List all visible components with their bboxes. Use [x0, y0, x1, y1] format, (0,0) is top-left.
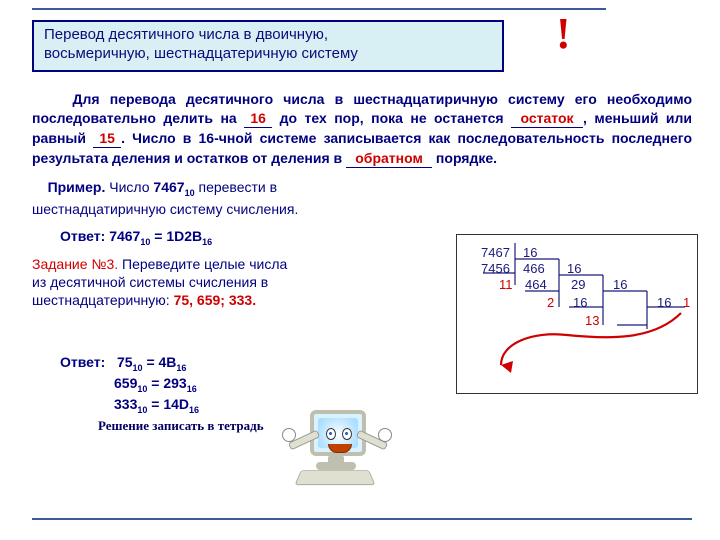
diagram-number: 29 — [571, 277, 585, 292]
answer-eq: = 1D2B — [150, 228, 202, 244]
diagram-number: 7467 — [481, 245, 510, 260]
notebook-note: Решение записать в тетрадь — [98, 418, 692, 434]
diagram-number: 13 — [585, 313, 599, 328]
example-sub: 10 — [185, 188, 195, 198]
ans-0-rhs: = 4B — [143, 354, 177, 370]
fill-1: 16 — [250, 110, 266, 126]
ans-2-rhs: = 14D — [147, 396, 189, 412]
answers-label: Ответ: — [60, 354, 105, 370]
title-box: Перевод десятичного числа в двоичную, во… — [32, 20, 504, 72]
fill-2: остаток — [520, 110, 573, 126]
diagram-number: 16 — [523, 245, 537, 260]
diagram-number: 7456 — [481, 261, 510, 276]
ans-0-rs: 16 — [176, 363, 186, 373]
diagram-number: 11 — [499, 277, 513, 292]
task-block: Задание №3. Переведите целые числа из де… — [32, 255, 372, 310]
fill-4: обратном — [355, 150, 423, 166]
top-rule — [32, 8, 606, 10]
bottom-rule — [32, 518, 692, 520]
blank-3: 15 — [93, 128, 121, 148]
ans-1-rhs: = 293 — [147, 375, 186, 391]
fill-3: 15 — [99, 130, 115, 146]
answer-label: Ответ: — [60, 228, 109, 244]
body-seg2: до тех пор, пока не останется — [272, 110, 511, 126]
example-t1: Число — [105, 179, 153, 195]
example-num: 7467 — [153, 179, 184, 195]
diagram-number: 464 — [525, 277, 547, 292]
example-lead: Пример. — [48, 179, 106, 195]
body-seg5: порядке. — [432, 150, 497, 166]
diagram-number: 16 — [613, 277, 627, 292]
diagram-number: 16 — [567, 261, 581, 276]
ans-1-rs: 16 — [187, 384, 197, 394]
ans-1-ls: 10 — [137, 384, 147, 394]
task-t3: шестнадцатеричную: — [32, 292, 174, 308]
diagram-number: 16 — [657, 295, 671, 310]
header-row: Перевод десятичного числа в двоичную, во… — [32, 20, 692, 72]
title-line1: Перевод десятичного числа в двоичную, — [44, 26, 328, 43]
diagram-number: 16 — [573, 295, 587, 310]
diagram-number: 2 — [547, 295, 554, 310]
answer-lhs-sub: 10 — [140, 237, 150, 247]
blank-4: обратном — [346, 148, 432, 168]
task-title: Задание №3. — [32, 256, 118, 272]
long-division-diagram: 74671674564661611464291621616113 — [456, 234, 698, 394]
title-line2: восьмеричную, шестнадцатеричную систему — [44, 45, 358, 62]
ans-2-rs: 16 — [189, 405, 199, 415]
ans-0-lhs: 75 — [117, 354, 133, 370]
ans-2-lhs: 333 — [114, 396, 137, 412]
ans-0-ls: 10 — [133, 363, 143, 373]
blank-1: 16 — [244, 108, 272, 128]
computer-mascot-icon — [296, 406, 388, 492]
exclaim-icon: ! — [556, 14, 571, 54]
task-t2: из десятичной системы счисления в — [32, 274, 268, 290]
ans-2-ls: 10 — [137, 405, 147, 415]
answer-rhs-sub: 16 — [202, 237, 212, 247]
blank-2: остаток — [511, 108, 583, 128]
diagram-number: 1 — [683, 295, 690, 310]
task-t1: Переведите целые числа — [118, 256, 287, 272]
body-paragraph: Для перевода десятичного числа в шестнад… — [32, 90, 692, 169]
example-block: Пример. Число 746710 перевести в шестнад… — [32, 178, 392, 218]
task-numbers: 75, 659; 333. — [174, 292, 257, 308]
answer-lhs: 7467 — [109, 228, 140, 244]
diagram-number: 466 — [523, 261, 545, 276]
ans-1-lhs: 659 — [114, 375, 137, 391]
